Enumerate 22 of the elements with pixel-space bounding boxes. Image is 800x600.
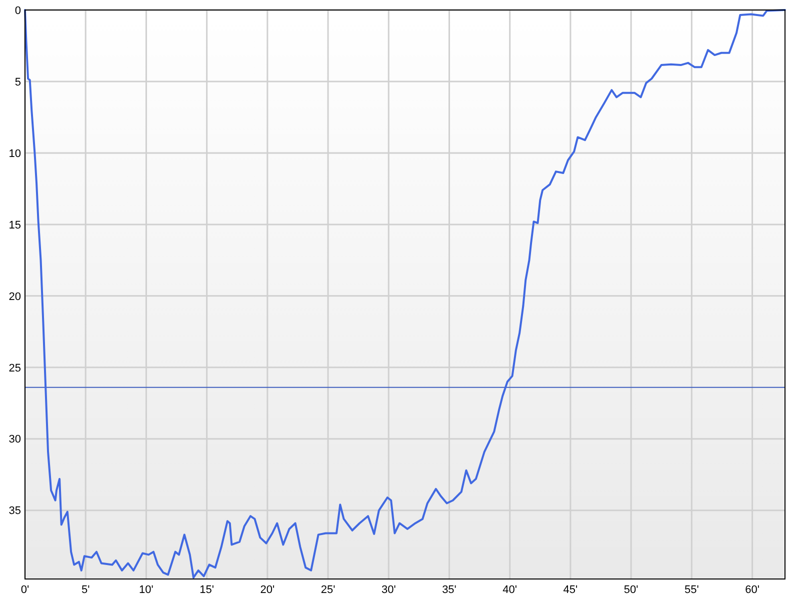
y-tick-label: 15 [8, 219, 21, 232]
x-tick-label: 10' [139, 584, 154, 596]
x-tick-label: 40' [502, 584, 518, 596]
x-tick-label: 55' [684, 584, 699, 596]
x-tick-label: 35' [442, 584, 456, 596]
y-tick-label: 20 [8, 290, 21, 303]
x-tick-label: 15' [200, 584, 214, 596]
x-tick-label: 0' [20, 584, 30, 596]
y-tick-label: 5 [14, 76, 21, 88]
y-tick-label: 0 [14, 4, 21, 17]
x-tick-label: 20' [260, 584, 275, 596]
x-tick-label: 5' [81, 584, 90, 596]
y-tick-label: 25 [8, 362, 21, 374]
x-tick-label: 60' [745, 584, 760, 596]
x-tick-label: 25' [320, 584, 336, 596]
y-tick-label: 30 [8, 434, 21, 446]
y-tick-label: 10 [8, 148, 21, 160]
x-tick-label: 50' [624, 584, 638, 596]
y-tick-label: 35 [8, 505, 21, 518]
line-series [24, 9, 786, 579]
x-tick-label: 30' [381, 584, 396, 596]
x-tick-label: 45' [563, 584, 578, 596]
